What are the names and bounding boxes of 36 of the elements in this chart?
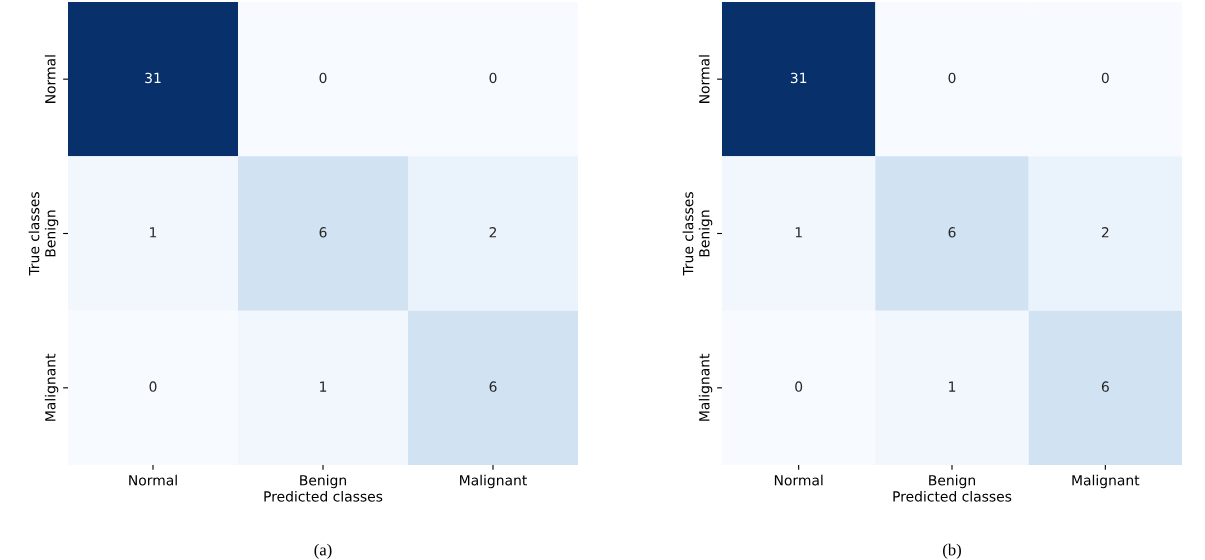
x-axis-title: Predicted classes <box>893 490 1012 502</box>
data-label: 0 <box>948 72 956 84</box>
y-tick-label: Normal <box>44 55 56 103</box>
data-label: 2 <box>1101 227 1109 238</box>
data-label: 31 <box>145 72 161 84</box>
data-label: 0 <box>149 381 157 392</box>
y-tick-label: Benign <box>44 210 59 257</box>
data-label: 1 <box>320 381 327 392</box>
x-axis-title: Predicted classes <box>264 490 383 502</box>
x-tick-label: Malignant <box>460 474 527 489</box>
y-tick-label: Malignant <box>698 353 713 421</box>
data-label: 0 <box>795 381 803 392</box>
x-tick-label: Benign <box>300 474 346 489</box>
text: (b) <box>943 543 961 559</box>
y-tick-label: Malignant <box>44 353 59 421</box>
data-label: 6 <box>489 381 497 392</box>
x-tick-label: Normal <box>774 474 823 486</box>
data-label: 31 <box>790 72 807 84</box>
data-label: 1 <box>795 227 802 238</box>
x-tick-label: Benign <box>929 474 975 489</box>
data-label: 0 <box>319 72 327 84</box>
y-axis-title: True classes <box>682 192 694 276</box>
data-label: 1 <box>150 227 157 238</box>
y-tick-label: Normal <box>698 55 710 103</box>
data-label: 0 <box>489 72 497 84</box>
data-label: 6 <box>948 227 956 238</box>
data-label: 6 <box>319 227 327 238</box>
y-tick-label: Benign <box>698 210 713 257</box>
data-label: 6 <box>1101 381 1109 392</box>
text: (a) <box>314 543 332 559</box>
x-tick-label: Malignant <box>1072 474 1140 489</box>
data-label: 0 <box>1101 72 1109 84</box>
x-tick-label: Normal <box>129 474 177 486</box>
y-axis-title: True classes <box>28 192 40 276</box>
data-label: 1 <box>949 381 956 392</box>
data-label: 2 <box>489 227 497 238</box>
